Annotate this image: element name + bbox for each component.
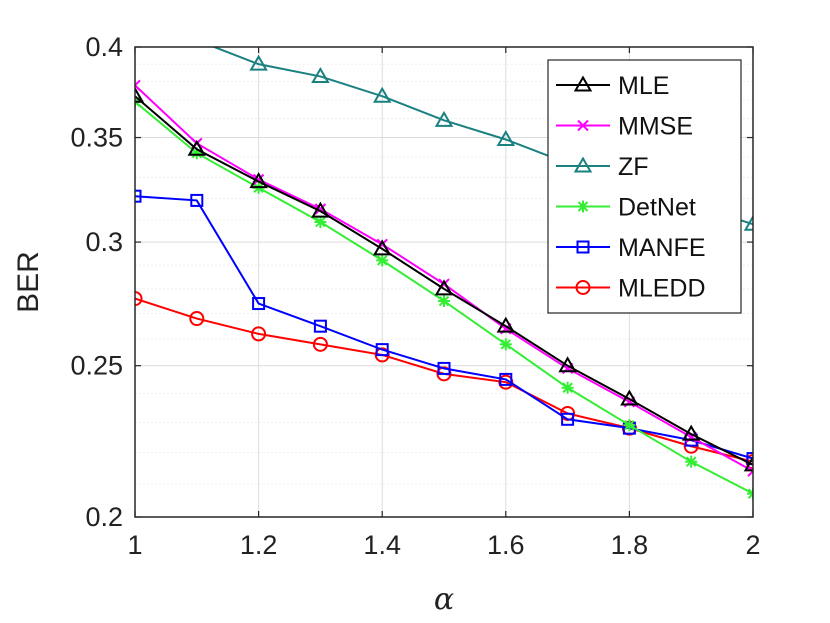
x-tick-label: 2: [745, 530, 760, 560]
data-point-detnet: [623, 419, 636, 432]
legend-entry-manfe: MANFE: [556, 234, 706, 262]
data-point-mle: [496, 316, 516, 333]
data-point-mle: [372, 239, 392, 256]
legend-marker-mledd: [575, 280, 591, 295]
data-point-mle: [187, 139, 207, 156]
data-point-detnet: [747, 487, 753, 500]
data-point-mledd: [135, 291, 143, 307]
legend-label-mmse: MMSE: [618, 113, 693, 141]
y-tick-label: 0.4: [85, 32, 123, 62]
legend-box: [547, 59, 742, 314]
legend-marker-detnet: [577, 200, 589, 213]
data-point-manfe: [499, 372, 513, 386]
data-point-manfe: [746, 452, 753, 466]
data-point-manfe: [252, 297, 266, 311]
series-detnet: [135, 95, 753, 500]
data-point-mmse: [747, 465, 753, 477]
data-point-detnet: [376, 254, 389, 267]
legend-label-mle: MLE: [618, 72, 669, 100]
legend-label-detnet: DetNet: [618, 194, 696, 222]
series-mle: [135, 86, 753, 472]
data-point-manfe: [135, 189, 142, 203]
x-tick-label: 1.8: [611, 530, 649, 560]
legend-label-zf: ZF: [618, 153, 649, 181]
data-point-zf: [311, 66, 330, 83]
ticks-layer: 1 1.2 1.4 1.6 1.8 2 0.2 0.25 0.3 0.35 0.4: [70, 32, 760, 560]
legend-entry-mledd: MLEDD: [556, 275, 706, 303]
axes-frame: [134, 46, 754, 518]
y-axis-title: BER: [12, 251, 45, 313]
x-tick-label: 1: [127, 530, 142, 560]
data-point-mmse: [135, 79, 141, 92]
data-point-manfe: [375, 343, 389, 357]
legend-entry-mle: MLE: [556, 72, 669, 100]
legend-entry-zf: ZF: [556, 153, 649, 181]
x-axis-title: α: [434, 582, 454, 617]
x-tick-label: 1.2: [240, 530, 278, 560]
x-tick-label: 1.6: [487, 530, 525, 560]
data-point-mle: [620, 389, 639, 406]
data-point-mledd: [189, 311, 205, 327]
y-tick-label: 0.3: [85, 227, 123, 257]
legend-marker-zf: [573, 156, 593, 173]
y-tick-label: 0.2: [85, 502, 123, 532]
data-point-zf: [128, 15, 143, 28]
data-point-detnet: [685, 455, 698, 468]
data-point-detnet: [438, 295, 450, 308]
grid-lines: [135, 47, 753, 517]
data-point-manfe: [561, 412, 575, 426]
data-point-zf: [434, 110, 454, 127]
data-point-detnet: [314, 216, 327, 229]
data-point-mle: [434, 279, 454, 296]
data-point-zf: [743, 214, 753, 231]
data-point-zf: [189, 33, 204, 46]
data-point-zf: [496, 129, 516, 146]
y-tick-label: 0.25: [70, 351, 123, 381]
data-point-mle: [558, 356, 577, 373]
data-point-mle: [681, 424, 701, 441]
data-point-detnet: [190, 147, 203, 160]
data-point-mle: [311, 201, 330, 218]
data-point-detnet: [499, 338, 512, 351]
data-point-mledd: [251, 326, 267, 342]
legend-entry-detnet: DetNet: [556, 194, 696, 222]
data-point-zf: [372, 86, 392, 103]
data-point-manfe: [313, 319, 327, 333]
data-point-mle: [135, 86, 145, 103]
legend-label-mledd: MLEDD: [618, 275, 706, 303]
data-point-manfe: [437, 361, 451, 375]
legend-marker-manfe: [576, 240, 590, 254]
data-point-detnet: [561, 381, 574, 394]
x-tick-label: 1.4: [363, 530, 401, 560]
legend-entry-mmse: MMSE: [556, 113, 693, 141]
legend-marker-mle: [573, 75, 593, 92]
legend-label-manfe: MANFE: [618, 234, 706, 262]
data-point-mledd: [312, 336, 328, 352]
legend-marker-mmse: [577, 119, 589, 132]
series-line-manfe: [135, 195, 753, 460]
data-point-mle: [743, 455, 753, 472]
y-tick-label: 0.35: [70, 123, 123, 153]
data-point-manfe: [190, 193, 204, 207]
legend: MLE MMSE ZF DetNet MANFE MLEDD: [547, 59, 742, 314]
series-line-mle: [135, 95, 753, 466]
data-point-mle: [249, 172, 268, 189]
data-point-zf: [249, 54, 268, 71]
